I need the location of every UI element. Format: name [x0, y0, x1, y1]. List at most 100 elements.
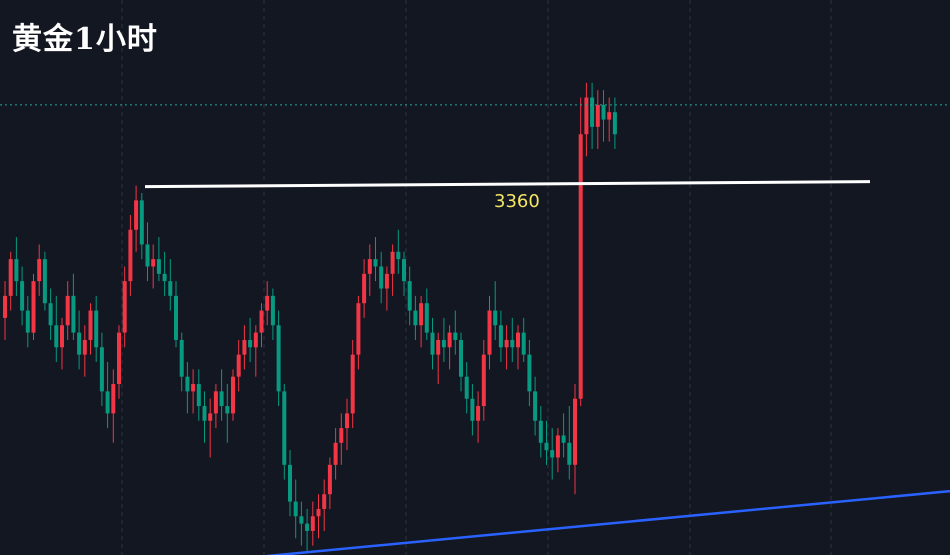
candle-26: [151, 244, 156, 289]
candle-body-86: [493, 310, 498, 326]
candle-body-88: [504, 339, 509, 348]
candle-30: [174, 281, 178, 348]
candle-17: [99, 332, 104, 407]
candle-58: [333, 428, 338, 480]
candle-69: [396, 229, 401, 274]
candle-body-84: [481, 354, 486, 407]
candle-body-96: [550, 450, 555, 458]
candle-89: [510, 317, 515, 362]
support-trendline: [264, 489, 950, 555]
candle-body-63: [362, 273, 367, 304]
candle-51: [293, 479, 298, 539]
candle-12: [71, 273, 76, 340]
candle-body-35: [202, 406, 207, 421]
candle-0: [3, 281, 7, 340]
candle-body-18: [105, 391, 110, 414]
candle-73: [419, 295, 424, 348]
candle-46: [265, 281, 270, 326]
candle-90: [516, 325, 520, 370]
candle-body-91: [521, 332, 526, 355]
candle-31: [179, 332, 184, 392]
candle-101: [578, 97, 583, 407]
candle-body-92: [527, 354, 532, 392]
candles: [3, 82, 617, 553]
candle-body-15: [88, 310, 93, 340]
candle-81: [464, 361, 469, 414]
candle-94: [538, 406, 543, 458]
candle-15: [88, 303, 93, 355]
candle-body-60: [345, 413, 349, 429]
candle-body-2: [14, 259, 19, 282]
candle-body-13: [77, 332, 82, 355]
candle-5: [31, 273, 36, 340]
candle-59: [339, 413, 344, 465]
candle-body-19: [111, 384, 116, 414]
candle-body-12: [71, 295, 76, 333]
candle-body-94: [538, 420, 543, 443]
candle-62: [356, 295, 361, 370]
chart-title: 黄金1小时: [12, 22, 158, 57]
candle-57: [327, 457, 332, 509]
candle-41: [236, 339, 241, 392]
candle-body-78: [447, 332, 452, 348]
candle-body-14: [82, 339, 87, 355]
candle-body-76: [436, 339, 441, 355]
candle-52: [299, 501, 304, 546]
candle-49: [282, 384, 287, 480]
candle-body-95: [544, 442, 549, 451]
candle-45: [259, 303, 264, 348]
candle-body-16: [94, 310, 99, 348]
candle-79: [453, 310, 458, 355]
candle-37: [213, 384, 218, 429]
candle-body-101: [578, 134, 583, 399]
candle-body-0: [3, 295, 7, 318]
candle-102: [584, 82, 589, 157]
candle-body-89: [510, 339, 515, 348]
candle-body-51: [293, 501, 298, 517]
candle-9: [54, 295, 59, 362]
candle-body-29: [168, 281, 173, 296]
candle-93: [533, 376, 538, 436]
candle-body-98: [561, 435, 566, 443]
candle-3: [20, 266, 25, 326]
candle-24: [139, 193, 144, 260]
candle-body-44: [253, 332, 258, 348]
candle-54: [310, 501, 315, 546]
candle-65: [373, 237, 378, 282]
candle-21: [122, 266, 127, 348]
candle-56: [322, 479, 327, 531]
candle-body-81: [464, 376, 469, 399]
candle-43: [248, 317, 253, 362]
candle-body-36: [208, 413, 213, 421]
resistance-line: [144, 180, 871, 189]
candle-body-26: [151, 259, 156, 267]
candle-20: [117, 325, 121, 399]
candle-body-56: [322, 494, 327, 509]
candle-44: [253, 325, 258, 377]
candle-body-105: [601, 104, 606, 120]
candle-body-100: [573, 398, 577, 465]
candle-87: [498, 310, 503, 362]
candle-47: [270, 288, 275, 340]
candle-34: [196, 369, 201, 421]
candle-body-49: [282, 391, 287, 465]
candle-77: [441, 317, 446, 362]
candle-80: [459, 332, 463, 392]
candle-83: [476, 391, 481, 443]
candle-body-28: [162, 273, 167, 282]
candle-body-20: [117, 332, 121, 385]
candle-4: [25, 295, 30, 348]
candle-63: [362, 259, 367, 318]
candle-53: [305, 508, 310, 553]
candle-body-55: [316, 508, 321, 517]
candle-32: [185, 361, 190, 414]
candle-body-41: [236, 354, 241, 377]
candle-38: [219, 369, 224, 421]
candle-84: [481, 339, 486, 421]
candle-body-87: [498, 325, 503, 348]
candle-body-23: [134, 200, 139, 230]
candle-100: [573, 384, 577, 495]
candle-85: [487, 295, 492, 370]
